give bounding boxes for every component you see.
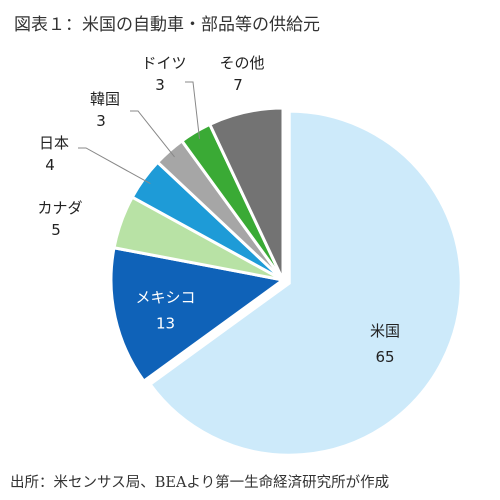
slice-label-1: メキシコ (135, 288, 195, 306)
slice-label-0: 米国 (370, 322, 400, 340)
pie-slice-1 (109, 246, 287, 384)
pie-slice-6 (207, 106, 285, 281)
slice-value-6: 7 (233, 76, 243, 94)
slice-label-2: カナダ (37, 199, 82, 217)
pie-slice-0 (147, 109, 463, 457)
slice-label-6: その他 (219, 54, 264, 72)
slice-label-4: 韓国 (90, 90, 120, 108)
chart-title: 図表１：米国の自動車・部品等の供給元 (14, 15, 320, 35)
leader-line-3 (78, 147, 151, 185)
slice-label-5: ドイツ (141, 54, 186, 72)
source-note: 出所：米センサス局、BEAより第一生命経済研究所が作成 (10, 475, 390, 491)
slice-value-4: 3 (96, 112, 106, 130)
leader-line-5 (185, 81, 201, 139)
slice-value-5: 3 (155, 76, 165, 94)
slice-value-3: 4 (45, 156, 55, 174)
slice-value-0: 65 (375, 348, 394, 366)
slice-label-3: 日本 (39, 134, 69, 152)
slice-value-1: 13 (156, 314, 175, 332)
slice-value-2: 5 (51, 221, 61, 239)
leader-line-4 (130, 110, 175, 158)
